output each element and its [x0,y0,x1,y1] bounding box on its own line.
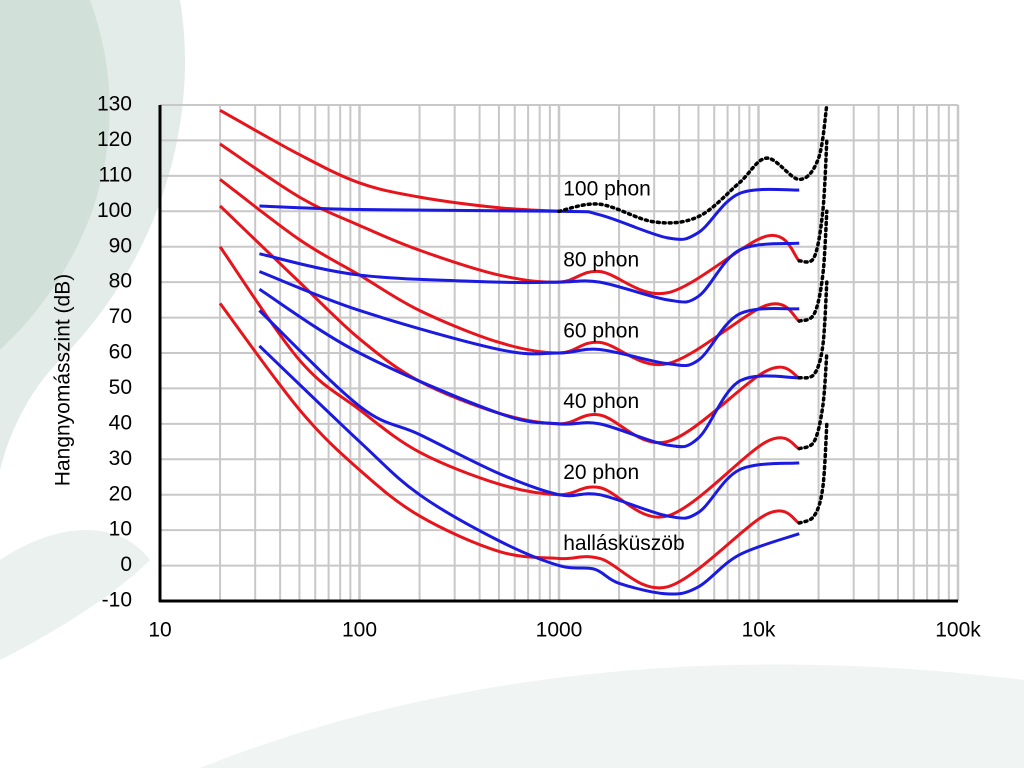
y-tick-label: 60 [109,341,132,364]
y-tick-label: 70 [109,305,132,328]
y-tick-label: 120 [97,128,132,151]
x-tick-label: 10k [742,619,776,642]
y-tick-label: 10 [109,518,132,541]
series-line [219,142,801,296]
annotation: hallásküszöb [563,532,684,555]
x-tick-label: 10 [148,619,171,642]
y-tick-label: 30 [109,447,132,470]
series-line [218,245,800,519]
series-line [797,209,829,323]
series-line [797,422,829,525]
y-tick-label: 100 [97,199,132,222]
y-tick-label: -10 [102,589,132,612]
y-tick-label: 80 [109,270,132,293]
annotation: 20 phon [563,461,639,484]
annotation: 80 phon [563,248,639,271]
x-tick-label: 1000 [536,619,583,642]
plot-area: -10 0 10 20 30 40 50 60 70 80 90 100 110 120 130 10 100 1… [97,93,981,642]
x-tick-label: 100 [342,619,377,642]
series-line [258,309,800,520]
y-tick-label: 0 [120,553,132,576]
y-tick-label: 110 [99,163,132,186]
series-line [258,344,800,596]
annotation: 60 phon [563,319,639,342]
y-tick-label: 40 [109,411,132,434]
series-line [258,287,800,449]
y-tick-label: 130 [97,93,132,116]
series-line [797,351,829,451]
series-line [259,187,800,241]
series-line [797,138,829,264]
series-line [797,280,829,380]
y-tick-label: 20 [109,482,132,505]
annotation: 40 phon [563,390,639,413]
annotation: 100 phon [563,178,651,201]
x-tick-label: 100k [935,619,981,642]
series-line [557,103,829,225]
y-axis-label: Hangnyomásszint (dB) [52,274,75,486]
series-line [258,270,800,368]
series-line [218,302,800,590]
series-line [219,109,560,213]
y-tick-label: 50 [109,376,132,399]
series-line [219,204,800,445]
y-tick-label: 90 [109,234,132,257]
series-line [259,241,800,304]
